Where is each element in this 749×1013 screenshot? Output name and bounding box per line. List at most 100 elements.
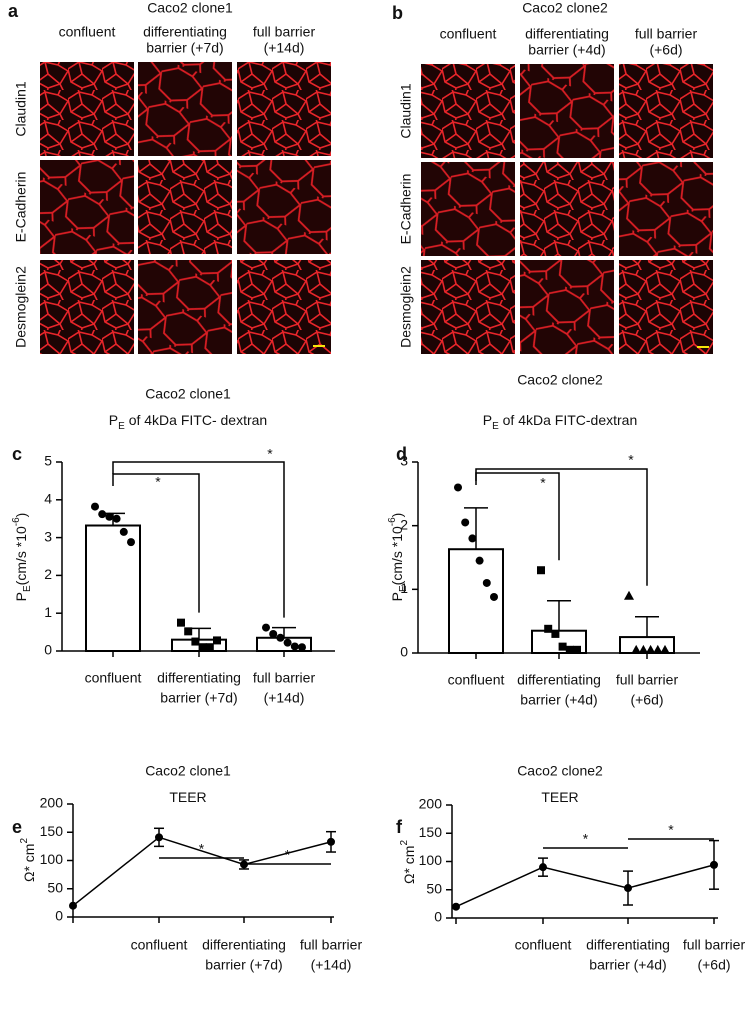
data-point [468, 534, 477, 543]
x-tick-label: full barrier [683, 937, 746, 953]
data-point [269, 629, 278, 638]
micrograph [520, 260, 614, 354]
text-part: (cm/s *10 [389, 526, 405, 585]
text-part: Ω* cm [401, 846, 417, 884]
data-point [198, 643, 207, 652]
text-part: -6 [11, 517, 22, 526]
data-point [638, 644, 649, 654]
chart-subtitle: PE of 4kDa FITC-dextran [483, 412, 638, 432]
column-header: (+6d) [649, 42, 682, 58]
x-tick-label: barrier (+4d) [589, 957, 666, 973]
y-axis-label: Ω* cm2 [399, 840, 417, 884]
significance-label: * [628, 452, 634, 468]
text-part: P [483, 412, 492, 428]
y-tick-label: 200 [419, 796, 443, 812]
chart-subtitle: TEER [541, 789, 578, 805]
micrograph [421, 162, 515, 256]
data-point [155, 833, 163, 842]
x-tick-label: (+6d) [697, 957, 730, 973]
micrograph [138, 62, 232, 156]
text-part: 2 [399, 840, 410, 846]
data-point [276, 633, 285, 642]
data-point [191, 637, 200, 646]
significance-label: * [267, 446, 273, 462]
x-tick-label: barrier (+4d) [520, 692, 597, 708]
data-point [262, 623, 270, 632]
chart-title: Caco2 clone1 [145, 386, 231, 402]
x-tick-label: confluent [515, 937, 572, 953]
micrograph [40, 160, 134, 254]
data-point [177, 618, 185, 627]
text-part: ) [13, 513, 29, 518]
data-point [283, 638, 292, 647]
data-point [624, 884, 632, 893]
panel-letter: d [396, 444, 407, 464]
data-point [537, 566, 545, 575]
data-point [652, 644, 663, 654]
data-point [327, 837, 335, 846]
text-part: ) [389, 513, 405, 518]
micrograph [138, 160, 232, 254]
text-part: E [398, 585, 409, 592]
panel-letter: a [8, 1, 19, 21]
data-point [461, 518, 470, 527]
data-point [105, 512, 114, 521]
column-header: barrier (+7d) [146, 40, 223, 56]
y-axis-label: PE(cm/s *10-6) [11, 513, 33, 602]
text-part: Ω* cm [21, 844, 37, 882]
data-point [551, 629, 560, 638]
data-point [119, 527, 128, 536]
data-point [69, 901, 77, 910]
data-point [475, 556, 484, 565]
data-line [72, 836, 332, 907]
text-part: of 4kDa FITC-dextran [499, 412, 638, 428]
data-point [454, 483, 462, 492]
data-point [205, 643, 214, 652]
bar [448, 548, 504, 654]
column-header: (+14d) [264, 40, 305, 56]
text-part: TEER [169, 789, 206, 805]
x-tick-label: full barrier [300, 937, 363, 953]
micrograph [40, 62, 134, 156]
text-part: of 4kDa FITC- dextran [125, 412, 267, 428]
micrograph [237, 62, 331, 156]
y-tick-label: 2 [400, 516, 408, 532]
data-point [482, 578, 491, 587]
data-point [112, 514, 121, 523]
row-label: Desmoglein2 [13, 266, 29, 348]
data-point [631, 644, 642, 654]
y-tick-label: 0 [55, 908, 63, 924]
data-point [298, 643, 306, 652]
data-point [565, 645, 574, 654]
x-tick-label: confluent [448, 672, 505, 688]
chart-title: Caco2 clone2 [517, 372, 603, 388]
x-tick-label: barrier (+7d) [205, 957, 282, 973]
text-part: P [389, 592, 405, 601]
data-point [645, 644, 656, 654]
data-point [490, 592, 498, 601]
text-part: (cm/s *10 [13, 526, 29, 585]
y-tick-label: 150 [419, 824, 443, 840]
text-part: E [492, 421, 499, 432]
text-part: 2 [19, 838, 30, 844]
data-point [184, 627, 193, 636]
column-header: differentiating [525, 26, 609, 42]
data-point [127, 538, 135, 547]
x-tick-label: (+14d) [264, 690, 305, 706]
significance-label: * [540, 475, 546, 491]
data-point [710, 860, 718, 869]
column-header: full barrier [635, 26, 698, 42]
text-part: E [22, 585, 33, 592]
data-point [91, 502, 99, 511]
y-tick-label: 2 [44, 566, 52, 582]
x-tick-label: confluent [131, 937, 188, 953]
chart-title: Caco2 clone1 [145, 763, 231, 779]
data-point [573, 645, 581, 654]
micrograph [237, 260, 331, 354]
row-label: Claudin1 [13, 81, 29, 136]
text-part: -6 [387, 517, 398, 526]
panel-title: Caco2 clone2 [522, 0, 608, 16]
data-point [213, 636, 221, 645]
x-tick-label: full barrier [253, 670, 316, 686]
data-point [660, 644, 670, 654]
